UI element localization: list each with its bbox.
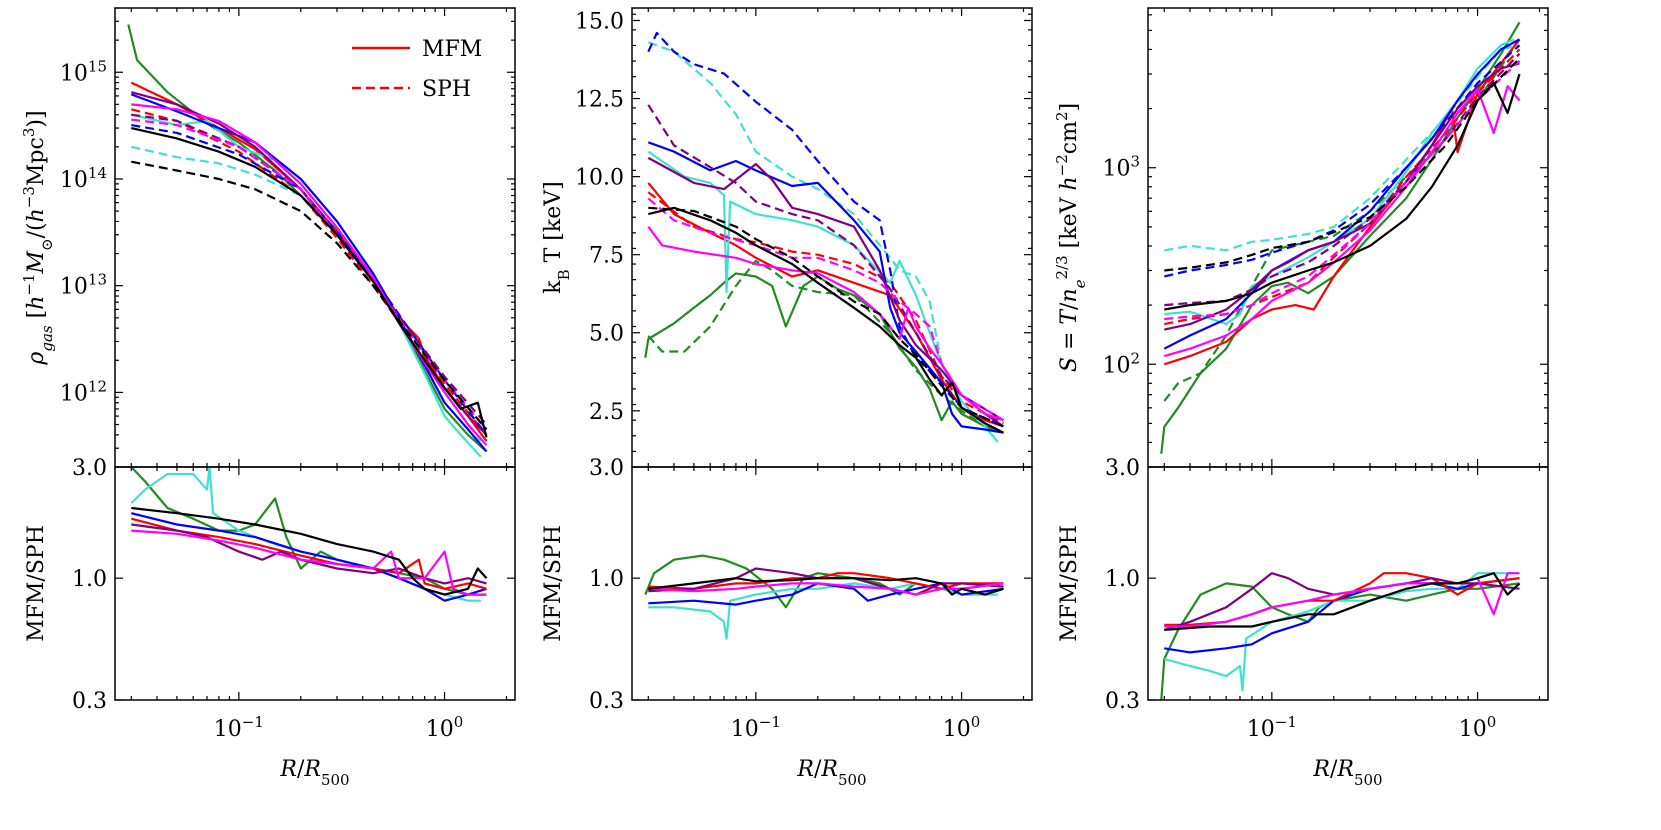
series-blue-mfm (130, 93, 488, 453)
panel-ratio-temperature: 10−1 100 R/R500 0.3 1.0 3.0 MFM/SPH (541, 456, 1033, 789)
y-tick-label: 3.0 (72, 456, 107, 481)
axes-frame (631, 466, 1033, 701)
x-tick-label: 100 (426, 713, 464, 742)
series-magenta-mfm (131, 103, 488, 446)
series-black-mfm (648, 206, 1004, 434)
series-black-mfm (1164, 73, 1521, 311)
series-turquoise-sph (1164, 44, 1520, 252)
series-green-mfm (129, 467, 487, 596)
y-tick-label: 102 (1102, 349, 1140, 378)
y-tick-label: 15.0 (575, 9, 624, 34)
y-tick-label: 5.0 (589, 322, 624, 347)
panel-entropy: 102 103 S = T/ne2/3 [keV h−2cm2] (1053, 7, 1549, 468)
series-purple-mfm (647, 156, 1005, 428)
series-purple-mfm (1164, 62, 1520, 331)
series-group (1160, 572, 1521, 700)
series-black-mfm (648, 577, 1004, 596)
x-axis-label: R/R500 (279, 757, 349, 789)
y-tick-label: 7.5 (589, 244, 624, 269)
x-axis-label: R/R500 (1312, 757, 1382, 789)
y-tick-label: 3.0 (1105, 456, 1140, 481)
y-tick-label: 1.0 (1105, 567, 1140, 592)
x-axis-label: R/R500 (796, 757, 866, 789)
y-axis-label: ρgas [h−1M⊙/(h−3Mpc3)] (20, 110, 56, 365)
y-tick-label: 1.0 (72, 567, 107, 592)
y-tick-label: 1015 (60, 57, 107, 86)
panel-temperature: 2.5 5.0 7.5 10.0 12.5 15.0 kB T [keV] (541, 7, 1033, 468)
series-green-sph (647, 259, 1004, 434)
axes-frame (114, 466, 516, 701)
series-blue-sph (1164, 44, 1521, 278)
series-black-mfm (131, 127, 488, 438)
series-magenta-mfm (1163, 85, 1521, 358)
series-blue-mfm (1163, 38, 1521, 350)
x-tick-label: 100 (1459, 713, 1497, 742)
y-tick-label: 1012 (60, 377, 107, 406)
series-turquoise-mfm (647, 150, 999, 443)
legend-label-mfm: MFM (422, 37, 482, 62)
series-black-sph (1164, 57, 1521, 272)
legend-label-sph: SPH (422, 77, 471, 102)
y-axis-label: MFM/SPH (541, 525, 566, 642)
y-tick-label: 10.0 (575, 166, 624, 191)
series-group (129, 467, 488, 602)
y-tick-label: 0.3 (589, 689, 624, 714)
series-group (644, 31, 1005, 443)
axes-frame (631, 7, 1033, 468)
y-axis-label: kB T [keV] (541, 181, 573, 293)
y-tick-label: 12.5 (575, 88, 624, 113)
y-tick-label: 1013 (60, 271, 107, 300)
x-tick-label: 100 (943, 713, 981, 742)
axes-frame (1147, 7, 1549, 468)
series-turquoise-mfm (1164, 38, 1515, 326)
y-axis-label: MFM/SPH (24, 525, 49, 642)
series-group (127, 24, 488, 458)
x-tick-label: 10−1 (214, 713, 264, 742)
y-tick-label: 103 (1102, 153, 1140, 182)
legend: MFM SPH (352, 37, 482, 102)
series-purple-sph (131, 113, 488, 426)
series-blue-sph (131, 124, 488, 436)
series-group (644, 554, 1004, 640)
series-turquoise-mfm (131, 113, 482, 458)
y-tick-label: 1014 (60, 164, 107, 193)
series-blue-mfm (131, 512, 487, 602)
x-tick-label: 10−1 (1247, 713, 1297, 742)
series-blue-mfm (647, 141, 1004, 434)
series-magenta-mfm (131, 529, 487, 596)
y-tick-label: 2.5 (589, 400, 624, 425)
y-tick-label: 0.3 (1105, 689, 1140, 714)
y-tick-label: 0.3 (72, 689, 107, 714)
series-black-mfm (131, 506, 488, 596)
series-turquoise-mfm (1164, 572, 1514, 692)
series-magenta-mfm (1164, 572, 1520, 628)
y-axis-label: MFM/SPH (1057, 525, 1082, 642)
panel-ratio-entropy: 10−1 100 R/R500 0.3 1.0 3.0 MFM/SPH (1057, 456, 1549, 789)
series-red-sph (647, 191, 1005, 425)
panel-ratio-density: 10−1 100 R/R500 0.3 1.0 3.0 MFM/SPH (24, 456, 516, 789)
series-red-mfm (647, 182, 1004, 428)
series-blue-sph (647, 31, 1004, 428)
y-tick-label: 3.0 (589, 456, 624, 481)
series-purple-sph (647, 104, 1005, 422)
series-black-mfm (1164, 572, 1521, 631)
series-group (1160, 21, 1521, 454)
series-magenta-mfm (648, 582, 1004, 596)
series-black-sph (648, 206, 1004, 428)
x-tick-label: 10−1 (731, 713, 781, 742)
axes-frame (1147, 466, 1549, 701)
y-axis-label: S = T/ne2/3 [keV h−2cm2] (1053, 103, 1089, 372)
y-tick-label: 1.0 (589, 567, 624, 592)
series-red-sph (131, 108, 488, 436)
series-green-mfm (644, 554, 1004, 609)
series-black-sph (131, 160, 488, 431)
